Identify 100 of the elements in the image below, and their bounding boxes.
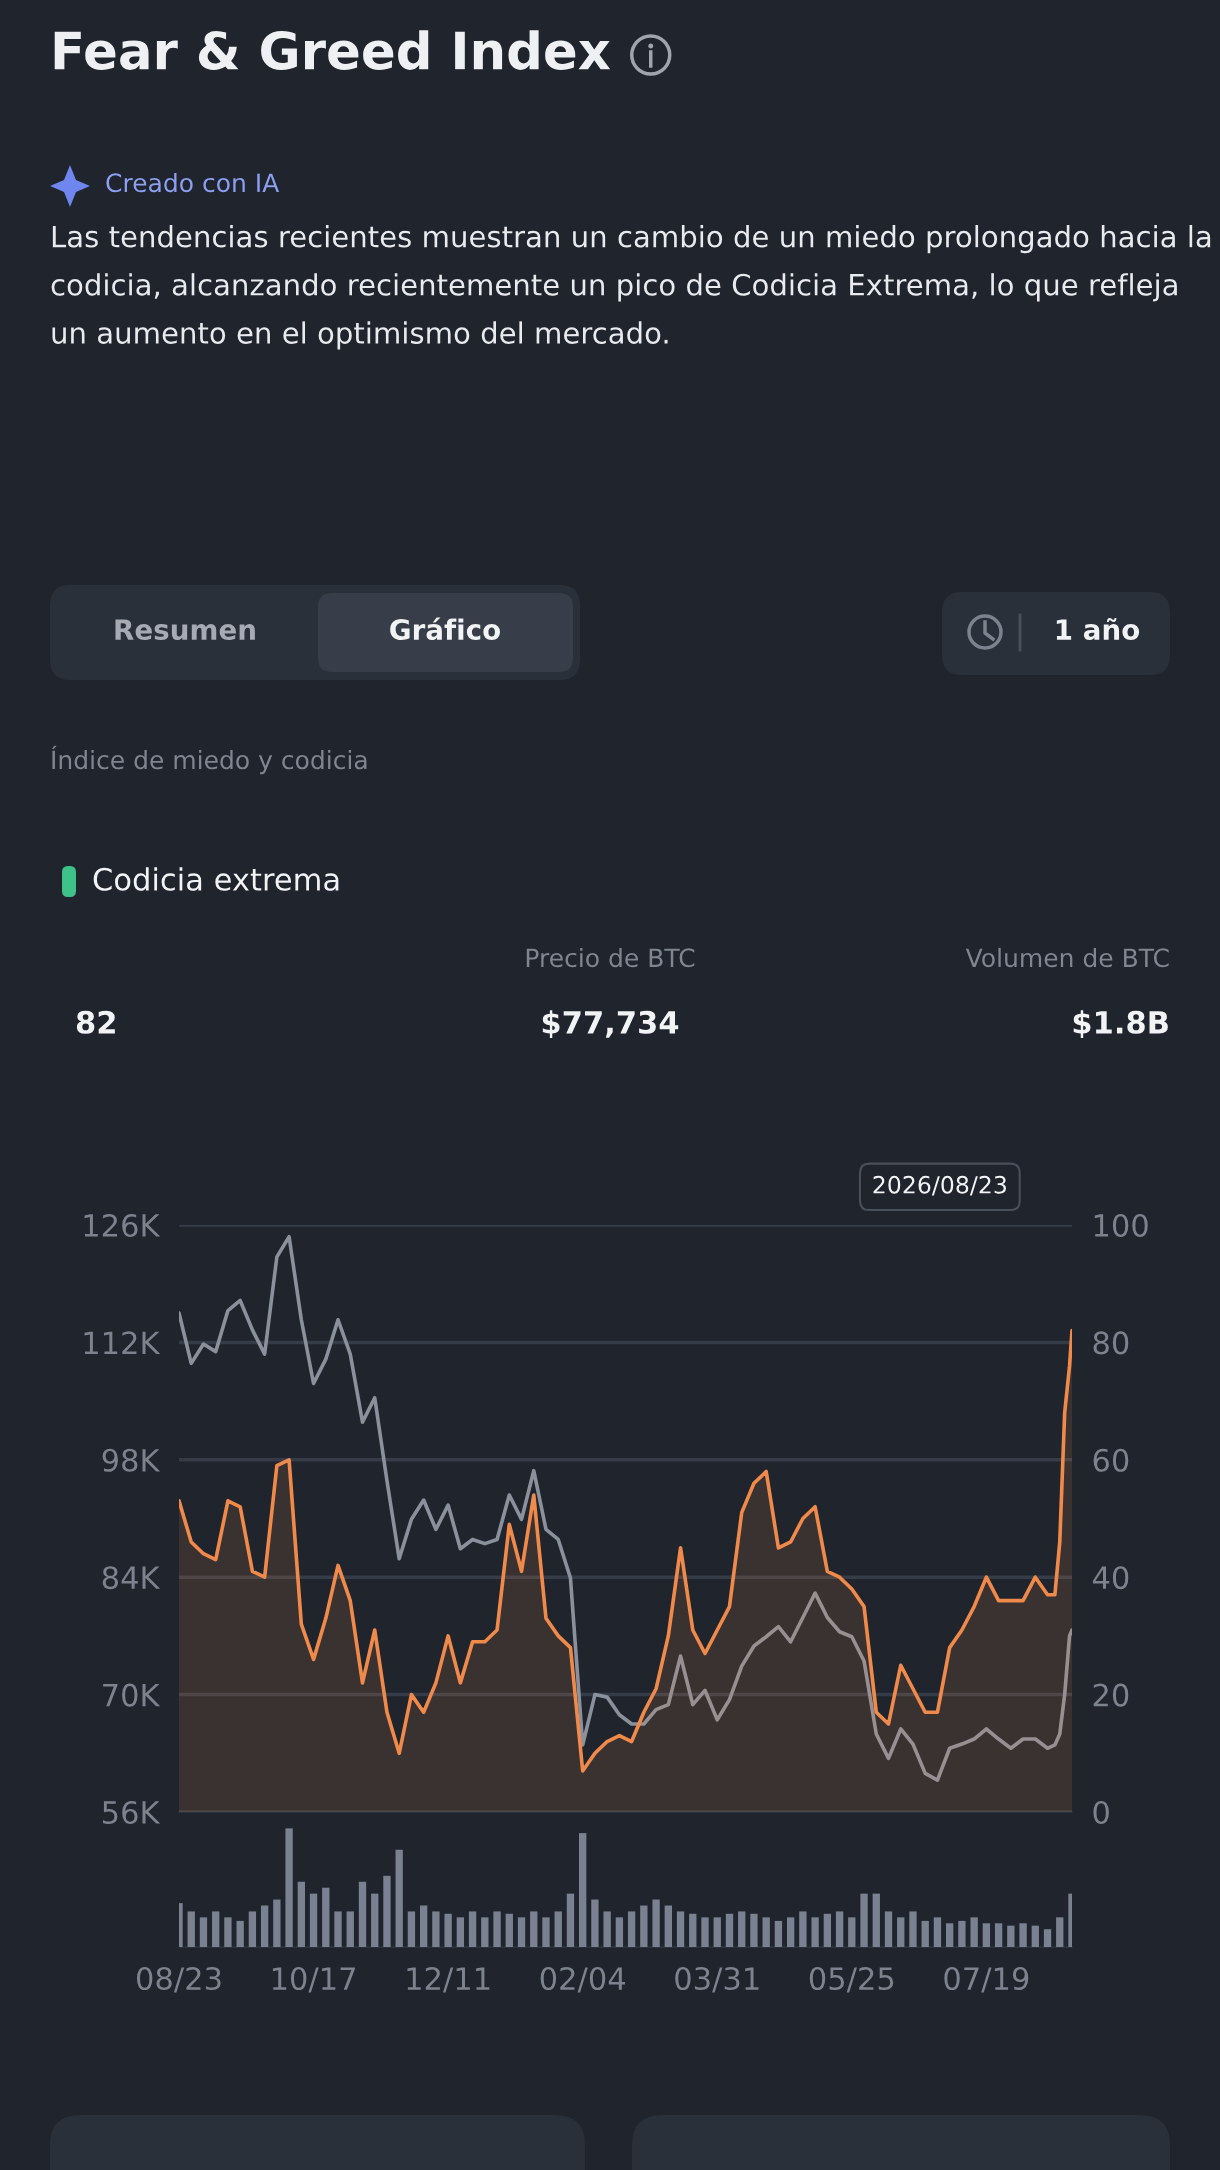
bar <box>982 1923 991 1947</box>
bar <box>1007 1925 1015 1947</box>
bar <box>579 1833 587 1947</box>
bar <box>799 1911 807 1947</box>
x-tick-label: 02/04 <box>540 1966 625 1993</box>
bar <box>909 1911 917 1947</box>
x-tick-label: 08/23 <box>136 1966 221 1993</box>
x-tick-label: 07/19 <box>944 1966 1029 1993</box>
bar <box>468 1911 477 1947</box>
bar <box>897 1917 905 1947</box>
text: $77,734 <box>542 1010 679 1038</box>
bar <box>407 1911 416 1947</box>
bar <box>750 1913 758 1947</box>
bar <box>946 1923 954 1947</box>
bar <box>517 1917 526 1947</box>
bar <box>860 1893 868 1947</box>
bar <box>1056 1917 1064 1947</box>
text: Precio de BTC <box>526 947 695 968</box>
text: 82 <box>76 1010 115 1034</box>
bar <box>591 1899 599 1947</box>
bar <box>762 1917 770 1947</box>
bar <box>566 1893 575 1947</box>
text: Creado con IA <box>106 172 280 193</box>
text: Gráfico <box>390 617 501 641</box>
bar <box>212 1911 220 1947</box>
bar <box>297 1881 305 1947</box>
x-tick-label: 12/11 <box>407 1966 490 1993</box>
bar <box>1031 1925 1039 1947</box>
y-tick-label: 84K <box>102 1566 161 1590</box>
bar <box>395 1849 403 1947</box>
bar <box>530 1911 538 1947</box>
y-tick-label: 70K <box>103 1683 161 1707</box>
bar <box>823 1913 832 1947</box>
bar <box>738 1911 746 1947</box>
bar <box>419 1905 428 1947</box>
bar <box>835 1911 844 1947</box>
bar <box>334 1911 342 1947</box>
bar <box>224 1917 232 1947</box>
bar <box>933 1917 942 1947</box>
bar <box>493 1911 501 1947</box>
bar <box>811 1917 819 1947</box>
text: Fear & Greed Index <box>54 30 611 70</box>
text: 2026/08/23 <box>873 1175 1006 1196</box>
bar <box>187 1911 195 1947</box>
bar <box>676 1911 685 1947</box>
bar <box>713 1917 721 1947</box>
bar <box>260 1905 269 1947</box>
bar <box>994 1923 1003 1947</box>
bar <box>615 1917 624 1947</box>
bar <box>652 1899 660 1947</box>
bar <box>725 1913 734 1947</box>
y-tick-label: 56K <box>102 1800 161 1825</box>
bar <box>285 1828 293 1947</box>
bar <box>774 1920 783 1947</box>
bar <box>970 1917 978 1947</box>
bar <box>444 1913 452 1947</box>
text: 1 año <box>1056 618 1140 641</box>
y2-tick-label: 60 <box>1093 1448 1129 1472</box>
bar <box>664 1905 672 1947</box>
bar <box>358 1881 367 1947</box>
y-tick-label: 112K <box>84 1331 161 1355</box>
x-tick-label: 05/25 <box>809 1966 894 1993</box>
bar <box>884 1911 893 1947</box>
bar <box>1019 1923 1027 1947</box>
text: Las tendencias recientes muestran un cambio de un miedo prolongado hacia la codicia, alcanzando recientemente un pico de Codicia Extrema, lo que refleja un aumento en el optimismo del mercado. <box>51 225 1211 350</box>
bar <box>554 1911 562 1947</box>
bar <box>603 1911 611 1947</box>
x-tick-label: 03/31 <box>675 1966 759 1993</box>
y2-tick-label: 0 <box>1093 1800 1109 1825</box>
text: Resumen <box>115 619 255 641</box>
y2-tick-label: 80 <box>1093 1331 1129 1355</box>
bar <box>322 1887 330 1947</box>
bar <box>640 1905 648 1947</box>
text: $1.8B <box>1073 1010 1168 1038</box>
bar <box>848 1917 856 1947</box>
y2-tick-label: 20 <box>1093 1683 1129 1707</box>
bar <box>872 1893 880 1947</box>
bar <box>236 1920 244 1947</box>
bar <box>432 1911 440 1947</box>
bar <box>689 1913 697 1947</box>
y2-tick-label: 100 <box>1094 1213 1148 1238</box>
y-tick-label: 98K <box>102 1448 161 1472</box>
bar <box>383 1875 391 1947</box>
y-tick-label: 126K <box>84 1213 161 1238</box>
text: Índice de miedo y codicia <box>51 745 367 775</box>
bar <box>371 1893 379 1947</box>
bar <box>481 1917 489 1947</box>
bar <box>199 1917 208 1947</box>
bar <box>248 1911 257 1947</box>
x-tick-label: 10/17 <box>272 1966 355 1993</box>
bar <box>346 1911 354 1947</box>
line-series <box>179 1234 1072 1782</box>
bar <box>1043 1929 1052 1947</box>
bar <box>701 1917 709 1947</box>
text: Codicia extrema <box>93 867 339 891</box>
bar <box>958 1920 966 1947</box>
bar <box>309 1893 318 1947</box>
text: Volumen de BTC <box>965 947 1169 968</box>
bar <box>921 1920 929 1947</box>
bar <box>786 1917 795 1947</box>
